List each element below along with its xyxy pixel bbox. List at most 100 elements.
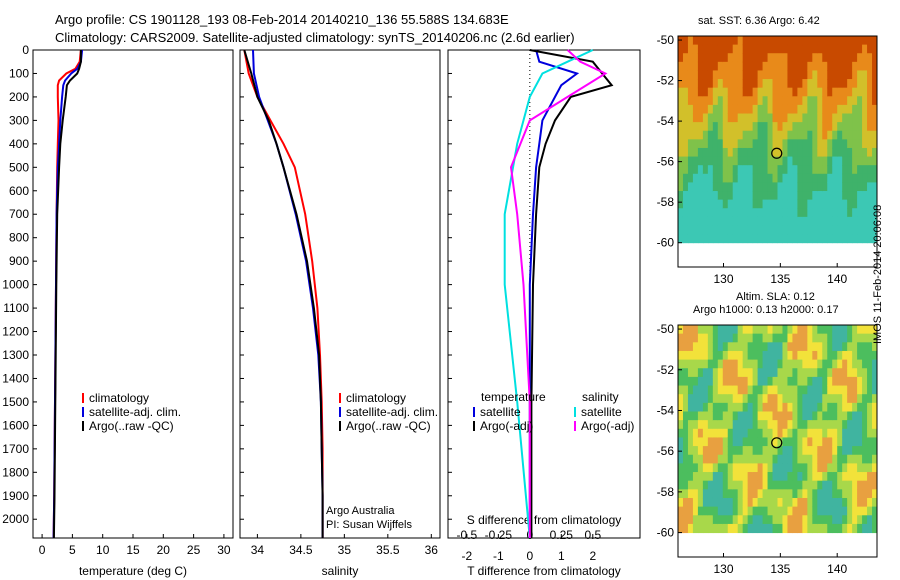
sst-map-cell	[767, 199, 774, 209]
sst-map-cell	[782, 96, 788, 106]
sst-map-cell	[712, 216, 719, 226]
sst-map-cell	[712, 61, 719, 71]
sla-map-cell	[772, 359, 778, 369]
sst-map-cell	[727, 216, 734, 226]
sla-map-cell	[752, 472, 759, 482]
legend-sal-label: climatology	[346, 391, 406, 405]
sst-map-cell	[842, 234, 848, 244]
sst-map-cell	[797, 139, 803, 149]
x-tick-label: 0	[39, 543, 46, 557]
sla-map-cell	[682, 342, 689, 352]
legend-diff-s-label: satellite	[581, 405, 622, 419]
sla-map-cell	[807, 350, 813, 361]
sla-map-cell	[847, 437, 853, 447]
sla-map-cell	[757, 359, 764, 369]
sla-map-cell	[712, 325, 719, 335]
sla-map-cell	[772, 385, 778, 395]
sla-map-cell	[857, 359, 863, 369]
sla-map-cell	[757, 446, 764, 456]
x2-tick-label: -0.25	[485, 528, 513, 542]
sst-map-cell	[872, 147, 878, 158]
sla-map-cell	[772, 428, 778, 438]
sst-map-cell	[867, 191, 873, 201]
sla-map-cell	[687, 515, 694, 525]
x-axis-label: T difference from climatology	[467, 564, 621, 578]
sla-map-cell	[862, 428, 868, 438]
sst-map-cell	[752, 113, 759, 123]
sla-map-cell	[782, 497, 788, 508]
sst-map-cell	[757, 234, 764, 244]
sla-map-cell	[722, 506, 729, 516]
sst-map-cell	[747, 173, 754, 183]
sst-map-cell	[702, 130, 709, 140]
sla-map-frame	[677, 324, 878, 558]
sst-map-frame	[677, 35, 878, 268]
sst-map-cell	[832, 96, 838, 106]
sst-map-cell	[712, 104, 719, 115]
sla-map-cell	[862, 515, 868, 525]
sla-map-cell	[872, 394, 878, 404]
sla-map-cell	[857, 506, 863, 516]
sst-map-cell	[817, 208, 823, 218]
sst-map-cell	[867, 234, 873, 244]
sst-map-cell	[762, 208, 769, 218]
sst-map-cell	[807, 191, 813, 201]
sla-map-cell	[857, 428, 863, 438]
sla-map-cell	[777, 368, 783, 378]
sst-map-cell	[752, 79, 759, 89]
sst-map-cell	[817, 130, 823, 140]
sla-map-cell	[767, 463, 774, 473]
sst-map-cell	[827, 96, 833, 106]
sst-map-cell	[832, 130, 838, 140]
sst-map-cell	[678, 225, 684, 235]
sla-map-cell	[822, 515, 828, 525]
sst-map-cell	[817, 182, 823, 192]
sst-map-cell	[812, 199, 818, 209]
sst-map-cell	[812, 96, 818, 106]
sla-map-cell	[692, 497, 699, 508]
sla-map-cell	[767, 420, 774, 430]
map-x-tick-label: 130	[713, 272, 733, 286]
sst-map-cell	[712, 70, 719, 80]
sla-map-cell	[707, 385, 714, 395]
sla-map-cell	[727, 472, 734, 482]
sst-map-cell	[732, 70, 739, 80]
sla-map-cell	[702, 446, 709, 456]
sst-map-cell	[757, 216, 764, 226]
sla-map-cell	[827, 376, 833, 387]
sst-map-cell	[697, 79, 704, 89]
sla-map-cell	[777, 497, 783, 508]
sla-map-cell	[727, 368, 734, 378]
sst-map-cell	[797, 122, 803, 132]
sst-map-cell	[717, 44, 724, 54]
sla-map-cell	[852, 385, 858, 395]
sst-map-cell	[702, 216, 709, 226]
sst-map-cell	[772, 122, 778, 132]
sla-map-cell	[837, 376, 843, 387]
sst-map-cell	[757, 191, 764, 201]
sla-map-cell	[732, 497, 739, 508]
sst-map-cell	[802, 104, 808, 115]
sla-map-cell	[682, 394, 689, 404]
sst-map-cell	[697, 96, 704, 106]
sst-map-cell	[772, 113, 778, 123]
sla-map-cell	[682, 446, 689, 456]
sla-map-cell	[872, 325, 878, 335]
sla-map-cell	[852, 497, 858, 508]
sla-map-cell	[812, 446, 818, 456]
sla-map-cell	[807, 420, 813, 430]
sla-map-cell	[767, 342, 774, 352]
sla-map-cell	[847, 497, 853, 508]
sst-map-cell	[772, 104, 778, 115]
sst-map-cell	[747, 208, 754, 218]
sst-map-cell	[772, 199, 778, 209]
sst-map-cell	[792, 234, 798, 244]
sst-map-cell	[812, 70, 818, 80]
legend-sal-label: satellite-adj. clim.	[346, 405, 438, 419]
sla-map-cell	[812, 480, 818, 490]
series-line-temperature-satellite	[528, 49, 580, 538]
sst-map	[678, 36, 878, 244]
sst-map-cell	[777, 70, 783, 80]
sst-map-cell	[742, 122, 749, 132]
sst-map-cell	[827, 216, 833, 226]
